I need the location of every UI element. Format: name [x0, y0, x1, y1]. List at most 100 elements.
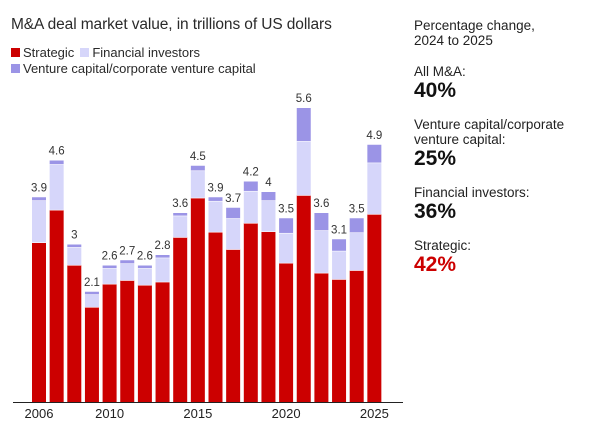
- total-label-2024: 3.5: [349, 203, 365, 215]
- stat-label: Financial investors:: [414, 185, 530, 200]
- bar-segment-strategic-2008: [67, 264, 82, 403]
- legend-swatch-vc: [11, 64, 20, 73]
- legend-label-financial: Financial investors: [92, 45, 200, 60]
- bar-segment-financial-2014: [173, 215, 188, 238]
- segment-separator: [120, 279, 135, 281]
- bar-segment-vc-2024: [349, 218, 364, 233]
- segment-separator: [261, 230, 276, 232]
- segment-separator: [226, 248, 241, 250]
- bar-2025: [367, 144, 382, 402]
- bar-segment-strategic-2019: [261, 231, 276, 403]
- total-label-2022: 3.6: [313, 198, 329, 210]
- stat-venture-capital: Venture capital/corporate venture capita…: [414, 117, 600, 171]
- bar-segment-vc-2023: [332, 239, 347, 251]
- stat-value: 25%: [414, 147, 457, 170]
- bar-segment-strategic-2017: [226, 249, 241, 402]
- x-tick-labels-group: 2006 2010 2015 2020 2025: [25, 406, 389, 421]
- panel-heading: Percentage change, 2024 to 2025: [414, 18, 600, 48]
- bar-2013: [155, 255, 170, 402]
- bar-segment-strategic-2024: [349, 270, 364, 402]
- bar-segment-vc-2007: [49, 160, 64, 165]
- bar-segment-financial-2025: [367, 162, 382, 215]
- percentage-change-panel: Percentage change, 2024 to 2025 All M&A:…: [414, 18, 600, 291]
- x-tick-label-2025: 2025: [360, 406, 389, 421]
- total-labels-group: 3.94.632.12.6 2.7 2.62.83.64.53.93.74.243.…: [31, 93, 382, 289]
- bar-segment-financial-2012: [137, 268, 152, 285]
- stat-value-highlight: 42%: [414, 253, 457, 276]
- bar-segment-financial-2015: [190, 170, 205, 198]
- bar-segment-strategic-2025: [367, 214, 382, 402]
- x-tick-label-2006: 2006: [25, 406, 54, 421]
- bar-2007: [49, 160, 64, 402]
- stat-all-ma: All M&A: 40%: [414, 64, 600, 103]
- segment-separator: [314, 229, 329, 231]
- stat-financial-investors: Financial investors: 36%: [414, 185, 600, 224]
- bar-segment-vc-2018: [243, 181, 258, 191]
- total-label-2017: 3.7: [225, 193, 241, 205]
- bar-2016: [208, 197, 223, 402]
- x-tick-label-2015: 2015: [183, 406, 212, 421]
- legend-label-vc: Venture capital/corporate venture capita…: [23, 61, 256, 76]
- stat-value: 40%: [414, 79, 457, 102]
- bar-2023: [332, 239, 347, 402]
- bar-segment-financial-2013: [155, 257, 170, 282]
- bar-segment-vc-2019: [261, 192, 276, 201]
- bar-segment-strategic-2010: [102, 283, 117, 403]
- segment-separator: [208, 231, 223, 233]
- segment-separator: [279, 232, 294, 234]
- bar-segment-strategic-2020: [279, 262, 294, 403]
- bar-segment-financial-2016: [208, 200, 223, 232]
- total-label-2025: 4.9: [366, 130, 382, 142]
- x-tick-label-2010: 2010: [95, 406, 124, 421]
- bar-segment-strategic-2007: [49, 209, 64, 402]
- bar-2015: [190, 165, 205, 402]
- chart-title: M&A deal market value, in trillions of U…: [11, 16, 332, 33]
- bar-segment-vc-2008: [67, 244, 82, 248]
- bar-segment-financial-2021: [296, 141, 311, 196]
- bar-segment-strategic-2023: [332, 279, 347, 402]
- bar-segment-vc-2014: [173, 213, 188, 216]
- bar-2010: [102, 265, 117, 403]
- total-label-2023: 3.1: [331, 224, 347, 236]
- bar-segment-financial-2009: [84, 294, 99, 307]
- segment-separator: [190, 197, 205, 199]
- bar-segment-strategic-2006: [32, 242, 46, 402]
- total-label-2018: 4.2: [243, 167, 259, 179]
- bar-2012: [137, 265, 152, 403]
- legend-row-2: Venture capital/corporate venture capita…: [11, 61, 262, 76]
- total-label-2019: 4: [265, 177, 272, 189]
- total-label-2011: 2.7: [119, 245, 135, 257]
- bar-segment-financial-2018: [243, 190, 258, 223]
- total-label-2008: 3: [71, 230, 77, 242]
- bar-segment-strategic-2009: [84, 306, 99, 403]
- total-label-2009: 2.1: [84, 277, 100, 289]
- bar-segment-vc-2011: [120, 260, 135, 264]
- bar-segment-financial-2019: [261, 200, 276, 232]
- panel-heading-line2: 2024 to 2025: [414, 33, 493, 48]
- segment-separator: [49, 209, 64, 211]
- bar-segment-vc-2017: [226, 207, 241, 219]
- segment-separator: [243, 222, 258, 224]
- bar-2008: [67, 244, 82, 403]
- bar-2021: [296, 108, 311, 402]
- bar-segment-strategic-2018: [243, 222, 258, 402]
- segment-separator: [243, 190, 258, 192]
- bar-2020: [279, 218, 294, 403]
- bar-segment-strategic-2012: [137, 284, 152, 403]
- bar-segment-financial-2022: [314, 230, 329, 273]
- bar-segment-vc-2021: [296, 108, 311, 142]
- bar-segment-vc-2015: [190, 165, 205, 171]
- bar-2011: [120, 260, 135, 402]
- bar-2024: [349, 218, 364, 402]
- bar-segment-financial-2008: [67, 247, 82, 265]
- total-label-2015: 4.5: [190, 151, 206, 163]
- bars-group: [32, 108, 382, 403]
- bar-2006: [32, 197, 46, 402]
- legend-row-1: Strategic Financial investors: [11, 45, 206, 60]
- bar-segment-strategic-2011: [120, 280, 135, 402]
- bar-segment-strategic-2013: [155, 281, 170, 402]
- segment-separator: [349, 269, 364, 271]
- stat-label: Strategic:: [414, 238, 472, 253]
- legend-item-financial: Financial investors: [80, 45, 200, 60]
- total-label-2016: 3.9: [208, 182, 224, 194]
